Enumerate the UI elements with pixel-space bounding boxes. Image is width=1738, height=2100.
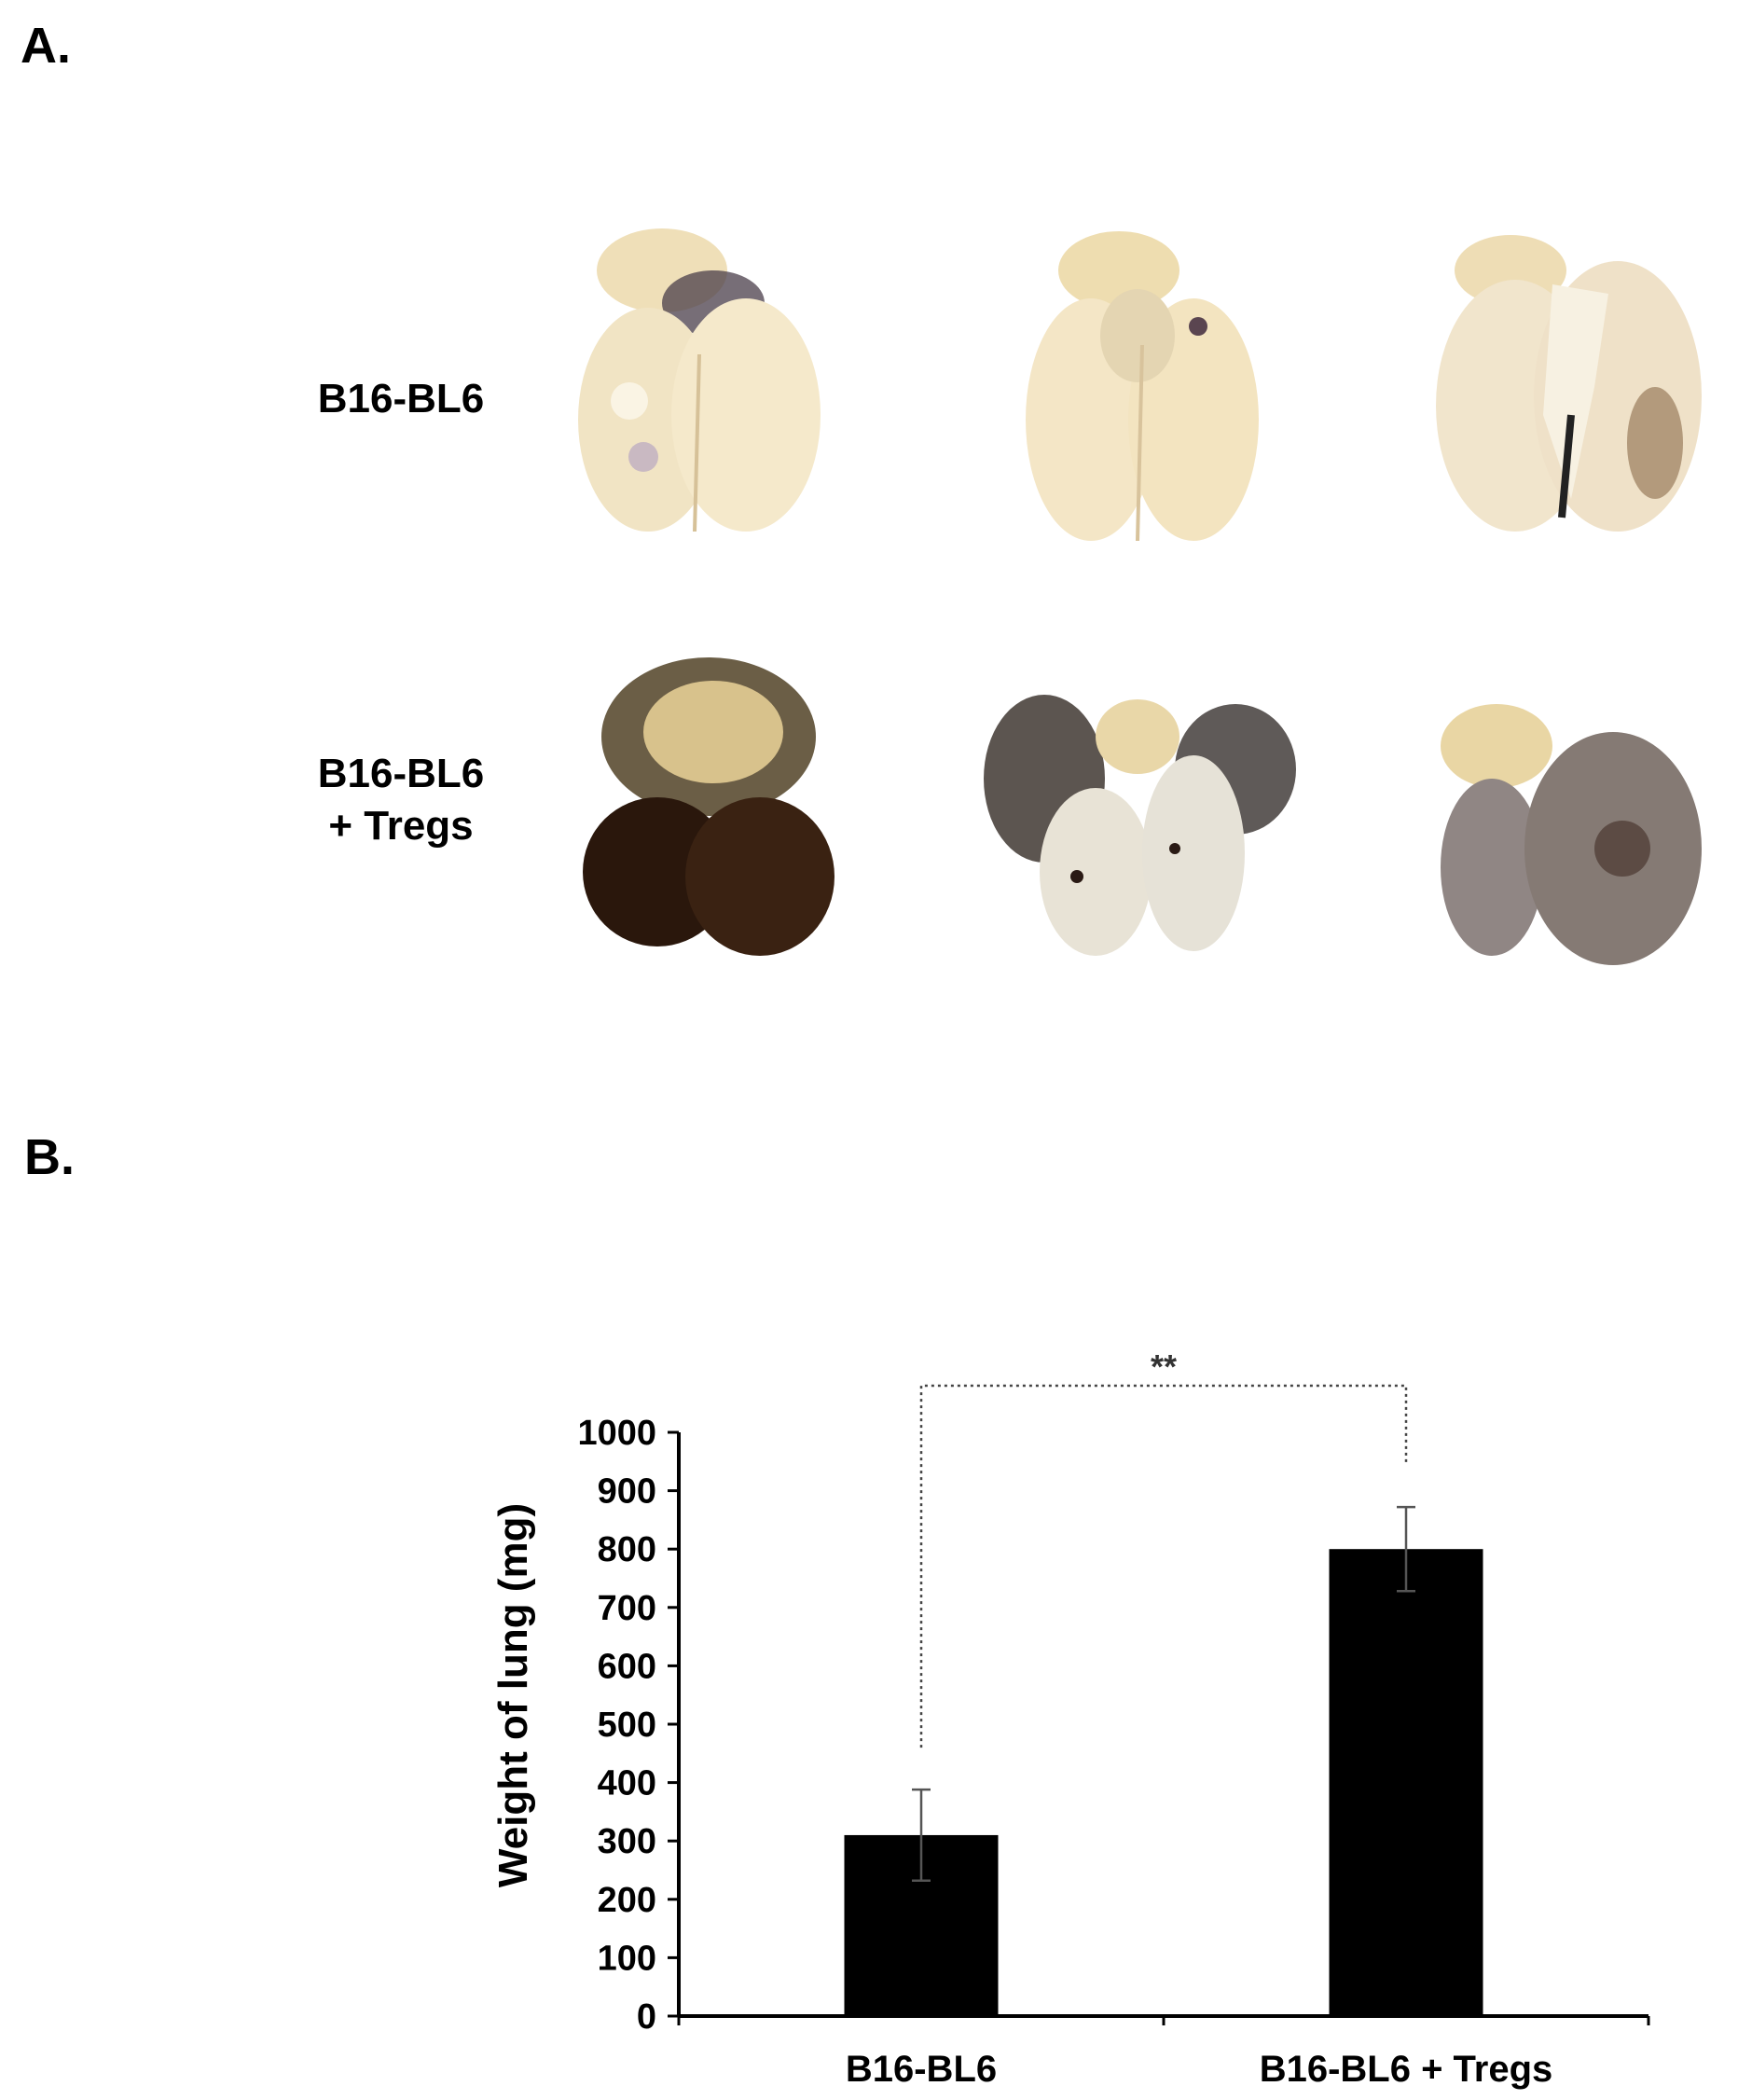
y-tick-label-0: 0 — [637, 1997, 656, 2037]
y-tick-label-700: 700 — [598, 1589, 656, 1628]
y-tick-label-500: 500 — [598, 1706, 656, 1745]
lung-photo-tregs-3 — [1441, 704, 1702, 965]
y-tick-label-100: 100 — [598, 1939, 656, 1978]
lung-photo-tregs-1 — [583, 657, 835, 956]
y-tick-label-1000: 1000 — [577, 1414, 656, 1453]
row-label-control-line1: B16-BL6 — [317, 376, 485, 421]
lung-photo-tregs-2 — [984, 695, 1296, 956]
x-category-label-1: B16-BL6 + Tregs — [1260, 2049, 1553, 2090]
y-tick-label-400: 400 — [598, 1764, 656, 1803]
y-tick-label-200: 200 — [598, 1881, 656, 1920]
x-category-label-0: B16-BL6 — [846, 2049, 997, 2090]
panel-b-label: B. — [24, 1129, 75, 1185]
row-label-tregs-line1: B16-BL6 — [317, 751, 485, 796]
significance-label: ** — [1151, 1347, 1177, 1386]
panel-a-label: A. — [21, 18, 71, 74]
y-tick-label-900: 900 — [598, 1472, 656, 1512]
bar-1 — [1329, 1549, 1483, 2016]
row-label-tregs-line2: + Tregs — [328, 803, 474, 849]
row-label-tregs: B16-BL6 + Tregs — [280, 748, 522, 852]
lung-photo-control-2 — [1026, 231, 1259, 542]
y-tick-label-800: 800 — [598, 1530, 656, 1569]
y-tick-label-300: 300 — [598, 1822, 656, 1861]
y-axis-title: Weight of lung (mg) — [490, 1503, 536, 1887]
lung-photo-control-1 — [578, 228, 821, 532]
row-label-control: B16-BL6 — [280, 373, 522, 425]
lung-photo-control-3 — [1436, 235, 1702, 532]
y-tick-label-600: 600 — [598, 1647, 656, 1686]
